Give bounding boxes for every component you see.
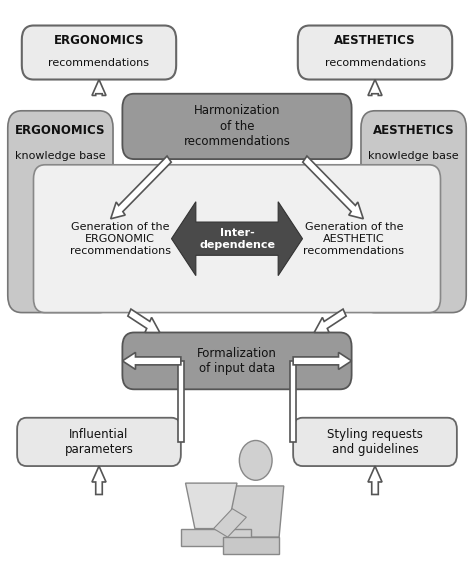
Text: recommendations: recommendations [48,58,149,68]
Text: Formalization
of input data: Formalization of input data [197,347,277,375]
Polygon shape [293,352,352,370]
Text: ERGONOMICS: ERGONOMICS [54,33,144,46]
Text: Harmonization
of the
recommendations: Harmonization of the recommendations [183,104,291,149]
FancyBboxPatch shape [17,418,181,466]
Polygon shape [178,361,184,442]
FancyBboxPatch shape [122,332,352,389]
Polygon shape [185,483,237,529]
Polygon shape [314,309,346,332]
Text: Generation of the
AESTHETIC
recommendations: Generation of the AESTHETIC recommendati… [303,222,404,255]
Polygon shape [122,352,181,370]
Polygon shape [290,361,296,442]
Polygon shape [223,537,279,554]
Text: knowledge base: knowledge base [15,152,106,161]
Polygon shape [181,529,251,546]
FancyBboxPatch shape [8,111,113,313]
FancyBboxPatch shape [361,111,466,313]
FancyBboxPatch shape [22,25,176,80]
Polygon shape [172,201,302,276]
Polygon shape [92,80,106,95]
FancyBboxPatch shape [122,94,352,159]
Text: Generation of the
ERGONOMIC
recommendations: Generation of the ERGONOMIC recommendati… [70,222,171,255]
FancyBboxPatch shape [298,25,452,80]
Text: ERGONOMICS: ERGONOMICS [15,124,106,137]
FancyBboxPatch shape [293,418,457,466]
FancyBboxPatch shape [34,165,440,313]
Text: recommendations: recommendations [325,58,426,68]
Polygon shape [368,466,382,494]
Text: Styling requests
and guidelines: Styling requests and guidelines [327,428,423,456]
Polygon shape [128,309,160,332]
Text: AESTHETICS: AESTHETICS [373,124,455,137]
Polygon shape [368,80,382,95]
Polygon shape [111,156,171,219]
Polygon shape [214,509,246,537]
Polygon shape [92,466,106,494]
Polygon shape [303,156,363,219]
Text: Inter-
dependence: Inter- dependence [199,228,275,250]
Text: AESTHETICS: AESTHETICS [334,33,416,46]
Text: knowledge base: knowledge base [368,152,459,161]
Circle shape [239,440,272,480]
Text: Influential
parameters: Influential parameters [64,428,133,456]
Polygon shape [216,486,284,537]
